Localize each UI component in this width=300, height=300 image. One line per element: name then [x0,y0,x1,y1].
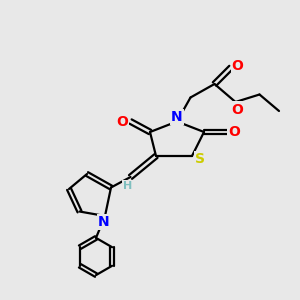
Text: H: H [123,181,132,191]
Text: O: O [228,125,240,139]
Text: O: O [116,115,128,128]
Text: O: O [231,103,243,116]
Text: S: S [195,152,206,166]
Text: O: O [232,59,244,73]
Text: N: N [98,215,109,229]
Text: N: N [171,110,183,124]
